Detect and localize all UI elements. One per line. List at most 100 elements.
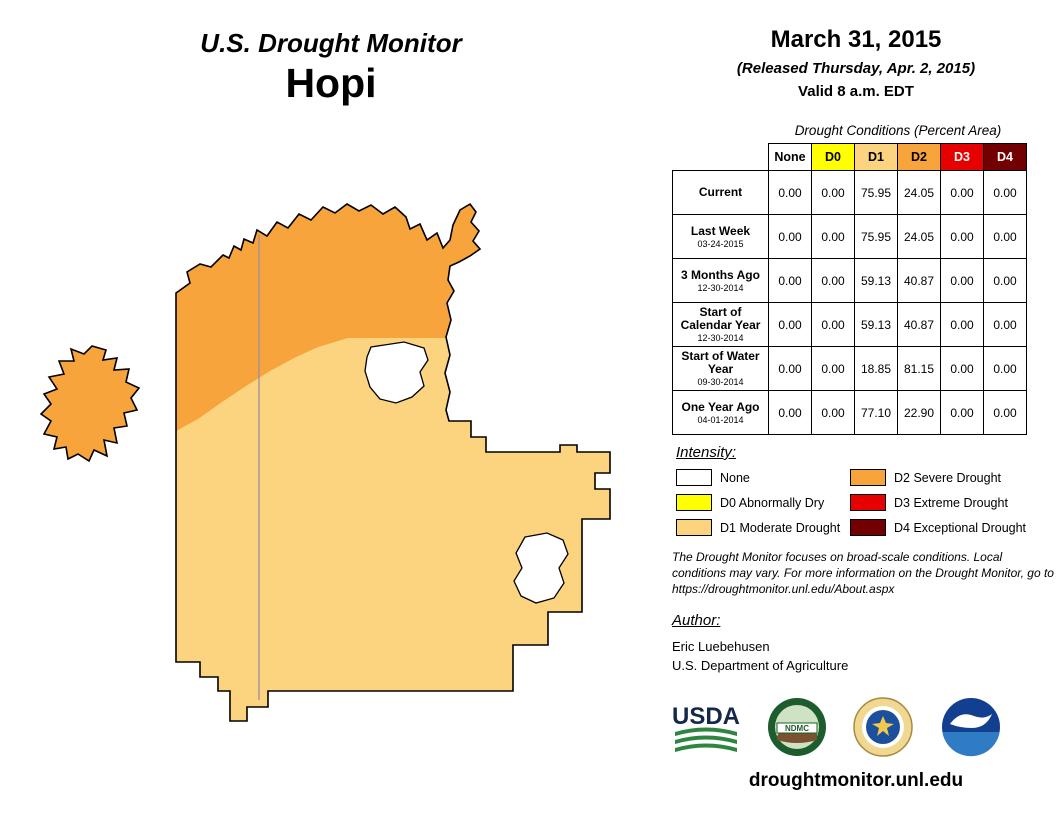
table-cell: 0.00 <box>811 302 855 347</box>
table-cell: 0.00 <box>811 170 855 215</box>
disclaimer-text: The Drought Monitor focuses on broad-sca… <box>672 550 1054 596</box>
table-row-3-months-ago: 3 Months Ago 12-30-2014 0.00 0.00 59.13 … <box>672 258 1027 303</box>
table-cell: 75.95 <box>854 214 898 259</box>
map-hole-south <box>513 532 569 604</box>
report-date: March 31, 2015 <box>770 26 942 53</box>
table-cell: 0.00 <box>768 390 812 435</box>
ndmc-logo: NDMC <box>766 696 828 763</box>
table-row-last-week: Last Week 03-24-2015 0.00 0.00 75.95 24.… <box>672 214 1027 259</box>
table-corner-cell <box>672 143 769 171</box>
row-label-cell: Current <box>672 170 769 215</box>
table-cell: 0.00 <box>983 258 1027 303</box>
table-row-start-calendar-year: Start of Calendar Year 12-30-2014 0.00 0… <box>672 302 1027 347</box>
table-cell: 0.00 <box>940 214 984 259</box>
table-cell: 0.00 <box>983 214 1027 259</box>
legend-item-none: None <box>676 469 750 486</box>
report-title: U.S. Drought Monitor <box>200 28 462 58</box>
valid-time: Valid 8 a.m. EDT <box>798 83 914 100</box>
table-cell: 0.00 <box>940 390 984 435</box>
legend-item-d4: D4 Exceptional Drought <box>850 519 1026 536</box>
table-cell: 40.87 <box>897 258 941 303</box>
commerce-seal <box>852 696 914 763</box>
row-date: 09-30-2014 <box>697 377 744 387</box>
table-cell: 0.00 <box>811 390 855 435</box>
row-label-cell: 3 Months Ago 12-30-2014 <box>672 258 769 303</box>
table-cell: 59.13 <box>854 258 898 303</box>
row-label-cell: One Year Ago 04-01-2014 <box>672 390 769 435</box>
row-label-cell: Last Week 03-24-2015 <box>672 214 769 259</box>
table-cell: 0.00 <box>940 170 984 215</box>
col-header-d2: D2 <box>897 143 941 171</box>
table-cell: 22.90 <box>897 390 941 435</box>
col-header-d4: D4 <box>983 143 1027 171</box>
hopi-drought-map <box>39 202 611 722</box>
noaa-bird-icon <box>950 714 992 728</box>
map-area-d2 <box>176 204 500 436</box>
col-header-d3: D3 <box>940 143 984 171</box>
col-header-d0: D0 <box>811 143 855 171</box>
noaa-logo <box>940 696 1002 763</box>
table-cell: 0.00 <box>940 302 984 347</box>
table-cell: 0.00 <box>811 258 855 303</box>
table-cell: 24.05 <box>897 214 941 259</box>
table-cell: 0.00 <box>983 390 1027 435</box>
table-title: Drought Conditions (Percent Area) <box>794 123 1002 138</box>
row-label: 3 Months Ago <box>681 267 760 282</box>
table-cell: 0.00 <box>768 302 812 347</box>
table-row-start-water-year: Start of Water Year 09-30-2014 0.00 0.00… <box>672 346 1027 391</box>
table-cell: 0.00 <box>940 258 984 303</box>
row-label: Start of Water Year <box>681 349 760 376</box>
drought-conditions-table: None D0 D1 D2 D3 D4 Current 0.00 0.00 75… <box>672 143 1027 435</box>
table-cell: 40.87 <box>897 302 941 347</box>
legend-item-d2: D2 Severe Drought <box>850 469 1001 486</box>
row-label: Current <box>698 184 743 199</box>
col-header-none: None <box>768 143 812 171</box>
table-cell: 18.85 <box>854 346 898 391</box>
table-cell: 77.10 <box>854 390 898 435</box>
legend-swatch-d4 <box>850 519 886 536</box>
table-row-one-year-ago: One Year Ago 04-01-2014 0.00 0.00 77.10 … <box>672 390 1027 435</box>
row-label: Start of Calendar Year <box>680 305 761 332</box>
table-cell: 0.00 <box>983 302 1027 347</box>
author-name: Eric Luebehusen <box>672 639 770 654</box>
table-cell: 0.00 <box>983 346 1027 391</box>
region-title: Hopi <box>285 60 377 106</box>
table-cell: 24.05 <box>897 170 941 215</box>
usda-logo-text: USDA <box>672 703 740 730</box>
legend-swatch-d0 <box>676 494 712 511</box>
row-label-cell: Start of Calendar Year 12-30-2014 <box>672 302 769 347</box>
row-date: 12-30-2014 <box>697 282 744 293</box>
usda-logo: USDA <box>670 698 742 765</box>
row-date: 12-30-2014 <box>697 333 744 343</box>
row-label-cell: Start of Water Year 09-30-2014 <box>672 346 769 391</box>
legend-swatch-d3 <box>850 494 886 511</box>
legend-item-d1: D1 Moderate Drought <box>676 519 840 536</box>
row-label: Last Week <box>690 223 751 238</box>
author-heading: Author: <box>672 612 721 629</box>
map-hole-north <box>364 341 429 404</box>
table-cell: 81.15 <box>897 346 941 391</box>
table-cell: 75.95 <box>854 170 898 215</box>
table-row-current: Current 0.00 0.00 75.95 24.05 0.00 0.00 <box>672 170 1027 215</box>
table-cell: 0.00 <box>768 214 812 259</box>
footer-url: droughtmonitor.unl.edu <box>748 770 964 791</box>
table-cell: 0.00 <box>983 170 1027 215</box>
table-cell: 0.00 <box>940 346 984 391</box>
commerce-eagle-icon <box>872 716 894 736</box>
map-outline <box>175 202 611 722</box>
legend-title: Intensity: <box>676 444 737 461</box>
table-cell: 0.00 <box>768 258 812 303</box>
table-cell: 0.00 <box>768 170 812 215</box>
legend-item-d0: D0 Abnormally Dry <box>676 494 824 511</box>
legend-swatch-d1 <box>676 519 712 536</box>
map-western-parcel-d2 <box>39 345 141 463</box>
row-date: 04-01-2014 <box>697 414 744 425</box>
legend-item-d3: D3 Extreme Drought <box>850 494 1008 511</box>
legend-swatch-d2 <box>850 469 886 486</box>
row-date: 03-24-2015 <box>697 238 744 249</box>
legend-swatch-none <box>676 469 712 486</box>
table-cell: 0.00 <box>811 214 855 259</box>
table-cell: 0.00 <box>768 346 812 391</box>
table-cell: 0.00 <box>811 346 855 391</box>
